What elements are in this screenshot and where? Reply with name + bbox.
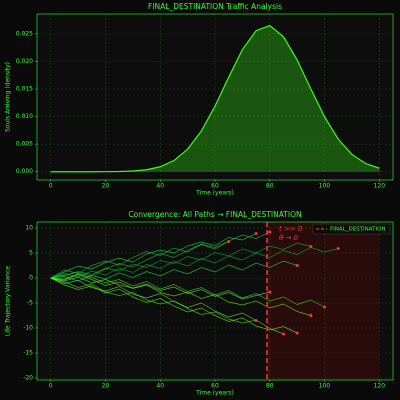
endpoint <box>254 319 258 322</box>
x-tick-label: 60 <box>211 383 219 390</box>
path-line <box>50 231 270 279</box>
x-axis-label: Time (years) <box>195 390 234 397</box>
y-axis-label: Souls Arriving (density) <box>5 62 12 132</box>
endpoint <box>227 240 231 243</box>
legend-box <box>312 223 391 235</box>
x-tick-label: 40 <box>156 383 164 390</box>
y-tick-label: 0.010 <box>16 113 33 120</box>
y-tick-label: 0.000 <box>16 168 33 175</box>
x-tick-label: 80 <box>266 383 274 390</box>
endpoint <box>281 332 285 336</box>
chart-title: FINAL_DESTINATION Traffic Analysis <box>148 2 282 11</box>
x-tick-label: 120 <box>374 383 386 390</box>
endpoint <box>295 331 299 335</box>
annotation: θ → 0 <box>279 234 299 242</box>
path-line <box>50 277 298 334</box>
endpoint <box>295 264 299 267</box>
x-tick-label: 0 <box>49 183 53 190</box>
area-line <box>50 24 380 173</box>
path-line <box>50 233 257 279</box>
path-line <box>50 276 270 300</box>
y-tick-label: -15 <box>23 350 33 357</box>
endpoint <box>268 230 272 234</box>
y-tick-label: 0.015 <box>16 86 33 93</box>
y-tick-label: -10 <box>23 325 33 332</box>
x-tick-label: 20 <box>102 183 110 190</box>
x-axis-label: Time (years) <box>195 190 234 197</box>
y-tick-label: 0.005 <box>16 141 33 148</box>
x-tick-label: 40 <box>156 183 164 190</box>
y-tick-label: 10 <box>25 225 33 232</box>
endpoint <box>309 245 313 248</box>
endpoint <box>254 232 258 235</box>
y-axis-label: Life Trajectory Variance <box>5 266 12 336</box>
y-tick-label: -20 <box>23 375 33 382</box>
plot-frame <box>36 13 394 181</box>
chart-title: Convergence: All Paths → FINAL_DESTINATI… <box>128 210 301 219</box>
plot-area <box>37 14 393 180</box>
x-tick-label: 100 <box>319 183 331 190</box>
endpoint <box>268 290 272 294</box>
x-tick-label: 100 <box>319 383 331 390</box>
plot-frame <box>36 221 394 381</box>
endpoint <box>309 314 313 317</box>
endpoint <box>336 247 340 250</box>
x-tick-label: 120 <box>374 183 386 190</box>
area-fill <box>50 25 380 172</box>
span <box>267 222 380 380</box>
y-tick-label: -5 <box>27 300 33 307</box>
x-tick-label: 60 <box>211 183 219 190</box>
x-tick-label: 80 <box>266 183 274 190</box>
plot-area <box>37 222 393 380</box>
endpoint <box>323 305 327 309</box>
path-line <box>50 273 325 308</box>
path-line <box>50 247 339 279</box>
y-tick-label: 0 <box>29 275 33 282</box>
x-tick-label: 0 <box>49 383 53 390</box>
path-line <box>50 277 257 321</box>
x-tick-label: 20 <box>102 383 110 390</box>
y-tick-label: 0.025 <box>16 30 33 37</box>
y-tick-label: 5 <box>29 250 33 257</box>
path-line <box>50 260 298 282</box>
y-tick-label: 0.020 <box>16 58 33 65</box>
legend-label: FINAL_DESTINATION <box>330 227 386 233</box>
annotation: t >> 0 <box>279 225 303 233</box>
